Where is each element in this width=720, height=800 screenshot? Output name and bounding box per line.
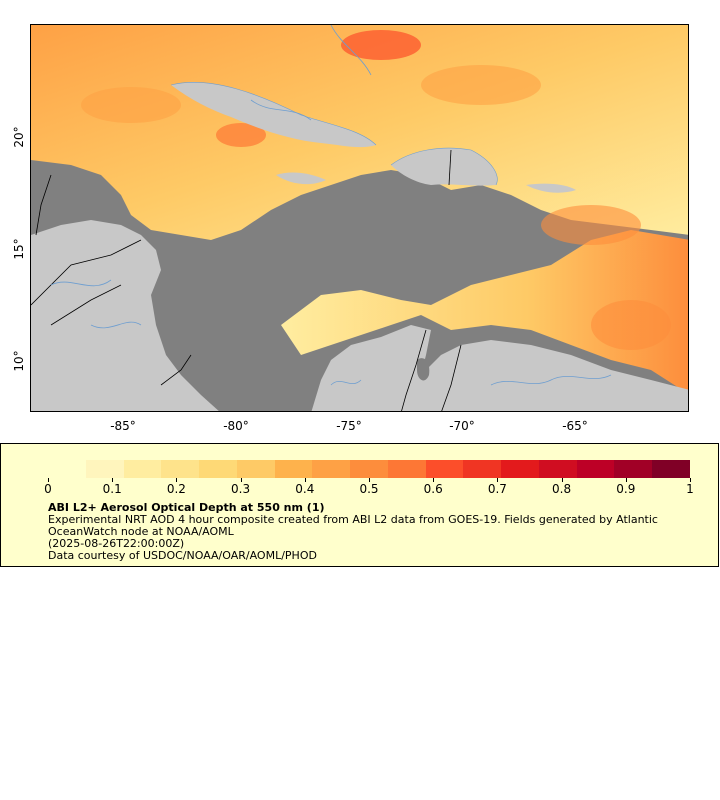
colorbar-swatch — [463, 460, 502, 478]
colorbar-swatch — [350, 460, 388, 478]
y-tick-label: 15° — [12, 238, 26, 260]
legend-timestamp: (2025-08-26T22:00:00Z) — [48, 537, 185, 550]
colorbar — [48, 460, 691, 478]
hispaniola-landmass — [391, 148, 498, 186]
colorbar-tick-mark — [112, 478, 114, 482]
colorbar-tick-mark — [176, 478, 178, 482]
colorbar-swatch — [312, 460, 351, 478]
y-tick-label: 10° — [12, 350, 26, 372]
x-tick-label: -80° — [223, 419, 249, 433]
y-tick-label: 20° — [12, 126, 26, 148]
colorbar-tick-mark — [433, 478, 435, 482]
lake-maracaibo — [417, 358, 430, 381]
colorbar-tick-label: 0.2 — [166, 482, 186, 496]
colorbar-tick-mark — [369, 478, 370, 482]
colorbar-tick-label: 0.5 — [359, 482, 379, 496]
map-canvas — [31, 25, 688, 411]
jamaica-landmass — [276, 172, 326, 185]
colorbar-tick-label: 0.4 — [295, 482, 315, 496]
colorbar-swatch — [501, 460, 539, 478]
colorbar-tick-label: 0.8 — [552, 482, 572, 496]
colorbar-swatch — [199, 460, 237, 478]
puerto-rico-landmass — [526, 183, 576, 193]
colorbar-tick-mark — [240, 478, 242, 482]
legend-description: Experimental NRT AOD 4 hour composite cr… — [48, 513, 658, 538]
colorbar-tick-label: 0 — [44, 482, 52, 496]
central-america-landmass — [31, 220, 219, 411]
colorbar-tick-mark — [625, 478, 627, 482]
colorbar-tick-label: 0.6 — [423, 482, 443, 496]
colorbar-swatch — [48, 460, 86, 478]
colorbar-swatch — [576, 460, 615, 478]
colorbar-swatch — [387, 460, 426, 478]
legend-credit: Data courtesy of USDOC/NOAA/OAR/AOML/PHO… — [48, 549, 317, 562]
colorbar-tick-mark — [561, 478, 563, 482]
colorbar-swatch — [123, 460, 162, 478]
x-tick-label: -75° — [336, 419, 362, 433]
legend-panel: 0 0.1 0.2 0.3 0.4 0.5 0.6 0.7 0.8 0.9 1 ABI L2+ Ae… — [0, 443, 719, 567]
cuba-landmass — [171, 82, 376, 148]
colorbar-swatch — [85, 460, 124, 478]
colorbar-tick-mark — [48, 478, 49, 482]
colorbar-ticks: 0 0.1 0.2 0.3 0.4 0.5 0.6 0.7 0.8 0.9 1 — [44, 478, 694, 498]
south-america-landmass — [311, 325, 688, 411]
colorbar-tick-label: 0.1 — [102, 482, 122, 496]
colorbar-tick-label: 0.9 — [616, 482, 636, 496]
colorbar-swatch — [652, 460, 691, 478]
aod-field-south — [281, 230, 688, 394]
colorbar-tick-mark — [690, 478, 691, 482]
colorbar-tick-mark — [497, 478, 499, 482]
colorbar-swatch — [274, 460, 313, 478]
colorbar-swatch — [236, 460, 275, 478]
colorbar-swatch — [538, 460, 577, 478]
legend-title: ABI L2+ Aerosol Optical Depth at 550 nm … — [48, 501, 325, 514]
colorbar-tick-label: 0.3 — [231, 482, 251, 496]
x-tick-label: -65° — [562, 419, 588, 433]
aod-hotspots — [81, 30, 671, 350]
x-tick-label: -85° — [110, 419, 136, 433]
colorbar-tick-label: 1 — [686, 482, 694, 496]
colorbar-swatch — [614, 460, 653, 478]
coastlines — [170, 82, 498, 186]
x-tick-label: -70° — [449, 419, 475, 433]
colorbar-tick-mark — [304, 478, 306, 482]
aod-map — [30, 24, 689, 412]
colorbar-tick-label: 0.7 — [487, 482, 507, 496]
colorbar-swatch — [161, 460, 200, 478]
colorbar-swatch — [425, 460, 464, 478]
